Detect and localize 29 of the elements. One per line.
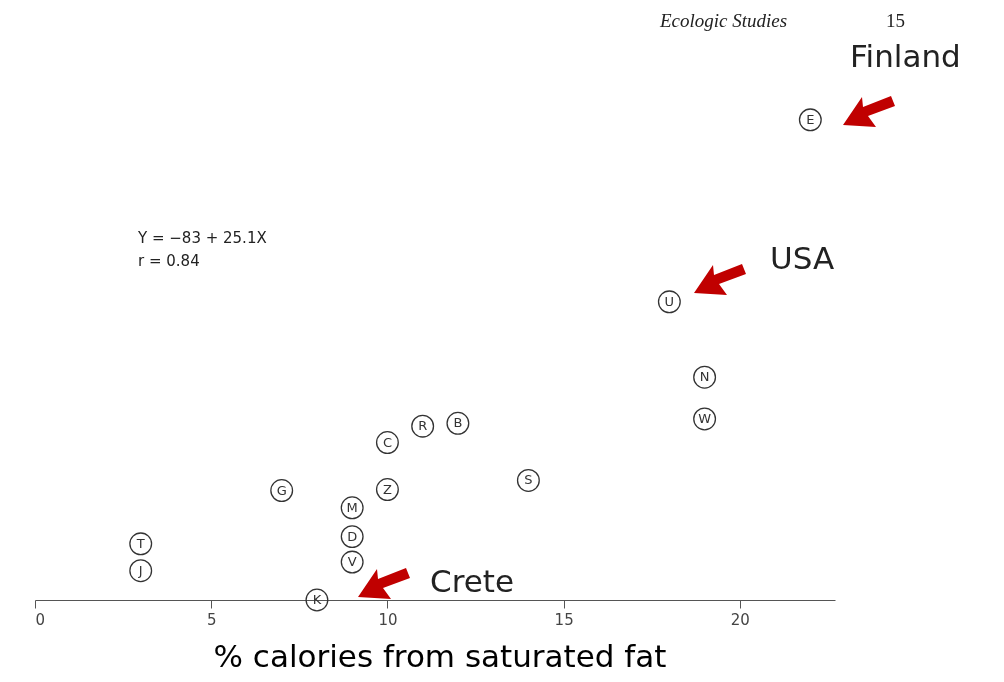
annotation: Crete: [430, 563, 515, 599]
annotation: M: [346, 499, 358, 515]
x-tick-label: 15: [554, 610, 574, 629]
point: [129, 559, 153, 583]
text: 15: [886, 10, 905, 32]
x-tick-label: 5: [206, 610, 217, 629]
annotation: C: [382, 434, 392, 450]
annotation: J: [137, 562, 143, 578]
annotation: Y = −83 + 25.1X: [138, 229, 267, 247]
annotation: W: [698, 410, 712, 426]
annotation: E: [806, 111, 815, 127]
x-tick-label: 10: [378, 610, 398, 629]
annotation: Z: [382, 481, 392, 497]
annotation: S: [524, 472, 533, 488]
annotation: U: [664, 293, 675, 309]
annotation: r = 0.84: [138, 252, 200, 270]
text: Ecologic Studies: [660, 10, 788, 32]
annotation: R: [418, 418, 428, 434]
annotation: G: [276, 482, 287, 498]
annotation: T: [135, 535, 145, 551]
x-tick-label: 20: [730, 610, 750, 629]
text: Finland: [850, 38, 961, 74]
annotation: V: [347, 554, 357, 570]
annotation: D: [347, 528, 358, 544]
annotation: USA: [770, 240, 835, 276]
annotation: N: [699, 369, 710, 385]
x-tick-label: 0: [35, 610, 46, 629]
annotation: B: [453, 415, 463, 431]
x-axis-title: % calories from saturated fat: [212, 638, 668, 674]
